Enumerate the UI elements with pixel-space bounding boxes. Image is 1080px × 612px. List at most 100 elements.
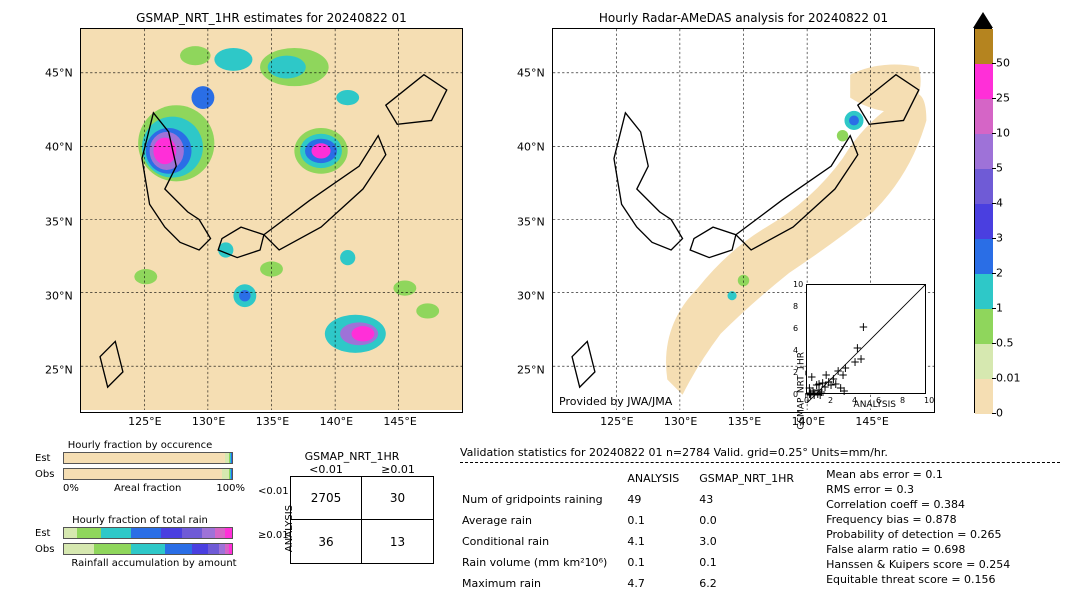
validation-cell: Conditional rain: [462, 532, 625, 551]
validation-cell: 4.1: [627, 532, 697, 551]
colorbar-tick: 3: [996, 232, 1003, 245]
validation-cell: 6.2: [699, 574, 812, 593]
frac-total-footer: Rainfall accumulation by amount: [35, 558, 245, 569]
validation-stats: Validation statistics for 20240822 01 n=…: [460, 446, 1060, 595]
colorbar-tick: 4: [996, 197, 1003, 210]
cont-collabel-0: <0.01: [290, 463, 362, 476]
validation-cell: 0.1: [699, 553, 812, 572]
colorbar-tick: 0: [996, 407, 1003, 420]
validation-scores: Mean abs error = 0.1RMS error = 0.3Corre…: [826, 467, 1010, 595]
ytick: 25°N: [45, 363, 73, 376]
cont-cell-01: 30: [362, 476, 434, 520]
ytick: 45°N: [45, 67, 73, 80]
xtick: 140°E: [320, 415, 353, 428]
frac-row-label: Est: [35, 528, 63, 539]
colorbar-seg: [975, 274, 993, 309]
radar-map-title: Hourly Radar-AMeDAS analysis for 2024082…: [553, 11, 934, 25]
colorbar-seg: [975, 134, 993, 169]
cont-cell-00: 2705: [290, 476, 362, 520]
frac-row-label: Obs: [35, 469, 63, 480]
frac-axis-left: 0%: [63, 483, 79, 494]
validation-colhead: ANALYSIS: [627, 469, 697, 488]
validation-score-line: Equitable threat score = 0.156: [826, 572, 1010, 587]
fraction-totalrain: Hourly fraction of total rain Est Obs Rai…: [35, 515, 245, 569]
validation-cell: 0.1: [627, 553, 697, 572]
validation-cell: 3.0: [699, 532, 812, 551]
scatter-ytick: 6: [793, 324, 798, 333]
ytick: 35°N: [45, 215, 73, 228]
gsmap-map-title: GSMAP_NRT_1HR estimates for 20240822 01: [81, 11, 462, 25]
validation-cell: 43: [699, 490, 812, 509]
colorbar-seg: [975, 204, 993, 239]
scatter-xtick: 2: [828, 396, 833, 405]
colorbar-seg: [975, 64, 993, 99]
colorbar-seg: [975, 344, 993, 379]
validation-colhead: [462, 469, 625, 488]
validation-cell: Num of gridpoints raining: [462, 490, 625, 509]
scatter-ytick: 8: [793, 302, 798, 311]
colorbar-tick: 2: [996, 267, 1003, 280]
validation-title: Validation statistics for 20240822 01 n=…: [460, 446, 1060, 459]
ytick: 30°N: [517, 289, 545, 302]
xtick: 135°E: [256, 415, 289, 428]
validation-score-line: Frequency bias = 0.878: [826, 512, 1010, 527]
colorbar-tick: 25: [996, 92, 1010, 105]
validation-cell: 0.1: [627, 511, 697, 530]
cont-collabel-1: ≥0.01: [362, 463, 434, 476]
frac-row-label: Obs: [35, 544, 63, 555]
cont-rowlabel-0: <0.01: [258, 486, 289, 497]
gsmap-map-svg: [81, 29, 462, 410]
colorbar-tick: 50: [996, 57, 1010, 70]
colorbar-over-triangle: [973, 12, 993, 28]
frac-bar: [63, 452, 233, 464]
validation-cell: 0.0: [699, 511, 812, 530]
scatter-xtick: 8: [900, 396, 905, 405]
ytick: 40°N: [45, 141, 73, 154]
frac-occ-title: Hourly fraction by occurence: [35, 440, 245, 451]
colorbar-tick: 1: [996, 302, 1003, 315]
validation-score-line: RMS error = 0.3: [826, 482, 1010, 497]
colorbar-tick: 10: [996, 127, 1010, 140]
contingency-table: GSMAP_NRT_1HR ANALYSIS <0.01 ≥0.01 <0.01…: [270, 450, 434, 564]
colorbar-seg: [975, 309, 993, 344]
validation-score-line: False alarm ratio = 0.698: [826, 542, 1010, 557]
ytick: 30°N: [45, 289, 73, 302]
radar-map-panel: Hourly Radar-AMeDAS analysis for 2024082…: [552, 28, 935, 413]
frac-bar: [63, 543, 233, 555]
radar-attrib: Provided by JWA/JMA: [559, 395, 672, 408]
colorbar-tick: 0.01: [996, 372, 1021, 385]
xtick: 145°E: [383, 415, 416, 428]
colorbar-seg: [975, 169, 993, 204]
xtick: 125°E: [600, 415, 633, 428]
colorbar-seg: [975, 239, 993, 274]
gsmap-map-panel: GSMAP_NRT_1HR estimates for 20240822 01: [80, 28, 463, 413]
frac-row-label: Est: [35, 453, 63, 464]
cont-cell-10: 36: [290, 520, 362, 564]
validation-cell: Rain volume (mm km²10⁶): [462, 553, 625, 572]
frac-bar: [63, 468, 233, 480]
frac-bar: [63, 527, 233, 539]
colorbar-tick: 0.5: [996, 337, 1014, 350]
fraction-occurrence: Hourly fraction by occurence Est Obs 0% A…: [35, 440, 245, 494]
frac-total-title: Hourly fraction of total rain: [35, 515, 245, 526]
validation-cell: 49: [627, 490, 697, 509]
validation-cell: Maximum rain: [462, 574, 625, 593]
xtick: 130°E: [664, 415, 697, 428]
validation-cell: Average rain: [462, 511, 625, 530]
ytick: 25°N: [517, 363, 545, 376]
scatter-xlabel: ANALYSIS: [854, 400, 896, 410]
frac-axis-right: 100%: [216, 483, 245, 494]
xtick: 125°E: [128, 415, 161, 428]
xtick: 140°E: [792, 415, 825, 428]
ytick: 40°N: [517, 141, 545, 154]
ytick: 45°N: [517, 67, 545, 80]
validation-cell: 4.7: [627, 574, 697, 593]
xtick: 135°E: [728, 415, 761, 428]
frac-axis-mid: Areal fraction: [114, 483, 181, 494]
validation-colhead: GSMAP_NRT_1HR: [699, 469, 812, 488]
validation-score-line: Probability of detection = 0.265: [826, 527, 1010, 542]
validation-score-line: Hanssen & Kuipers score = 0.254: [826, 557, 1010, 572]
scatter-xtick: 10: [924, 396, 934, 405]
cont-cell-11: 13: [362, 520, 434, 564]
colorbar-seg: [975, 379, 993, 414]
